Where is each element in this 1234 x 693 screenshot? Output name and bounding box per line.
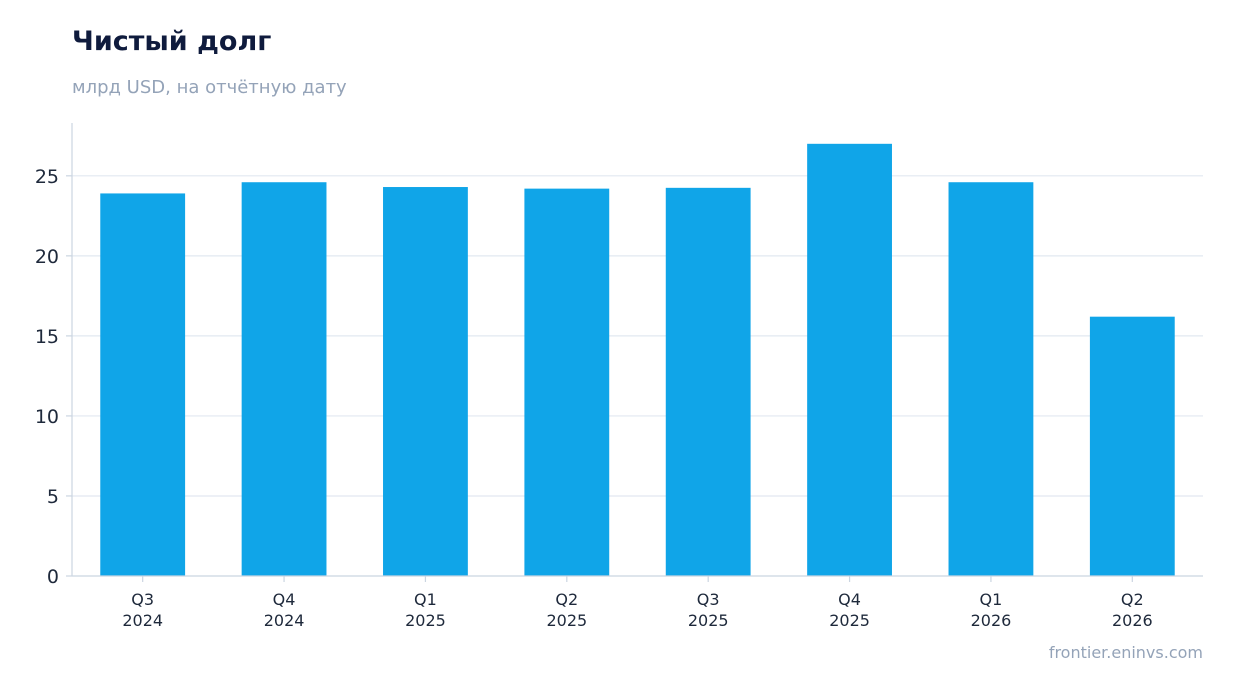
- x-tick-label-year: 2026: [1112, 611, 1153, 630]
- bar: [383, 187, 468, 577]
- x-tick-label-year: 2025: [688, 611, 729, 630]
- y-tick-label: 10: [35, 406, 59, 428]
- x-tick-label-quarter: Q3: [697, 590, 720, 609]
- x-tick-label-year: 2026: [971, 611, 1012, 630]
- bar: [665, 187, 751, 577]
- bars: [100, 143, 1175, 577]
- x-tick-labels: Q3 2024 Q4 2024 Q1 2025 Q2 2025 Q3 2025 Q4 2025 Q1 20…: [122, 590, 1152, 630]
- x-tick-label-quarter: Q1: [980, 590, 1003, 609]
- chart-subtitle: млрд USD, на отчётную дату: [72, 77, 347, 98]
- source-credit: frontier.eninvs.com: [1048, 643, 1203, 662]
- x-tick-label-quarter: Q3: [131, 590, 154, 609]
- chart-title: Чистый долг: [72, 26, 272, 57]
- x-tick-label-quarter: Q2: [1121, 590, 1144, 609]
- x-tick-label-year: 2025: [829, 611, 870, 630]
- y-tick-label: 25: [35, 166, 59, 188]
- x-tick-label-year: 2025: [405, 611, 446, 630]
- x-tick-label-quarter: Q2: [555, 590, 578, 609]
- bar: [241, 182, 327, 577]
- bar: [524, 188, 610, 577]
- x-tick-label-year: 2025: [546, 611, 587, 630]
- x-tick-label-quarter: Q4: [273, 590, 296, 609]
- y-tick-label: 5: [47, 486, 59, 508]
- y-tick-label: 0: [47, 566, 59, 588]
- axes: [66, 123, 1203, 582]
- y-tick-label: 20: [35, 246, 59, 268]
- bar: [1089, 316, 1175, 576]
- y-tick-label: 15: [35, 326, 59, 348]
- x-tick-label-quarter: Q1: [414, 590, 437, 609]
- bar: [948, 182, 1034, 577]
- y-tick-labels: 0 5 10 15 20 25: [35, 166, 59, 588]
- x-tick-label-year: 2024: [122, 611, 163, 630]
- x-tick-label-quarter: Q4: [838, 590, 861, 609]
- bar: [100, 193, 186, 576]
- bar: [807, 143, 892, 576]
- x-tick-label-year: 2024: [264, 611, 305, 630]
